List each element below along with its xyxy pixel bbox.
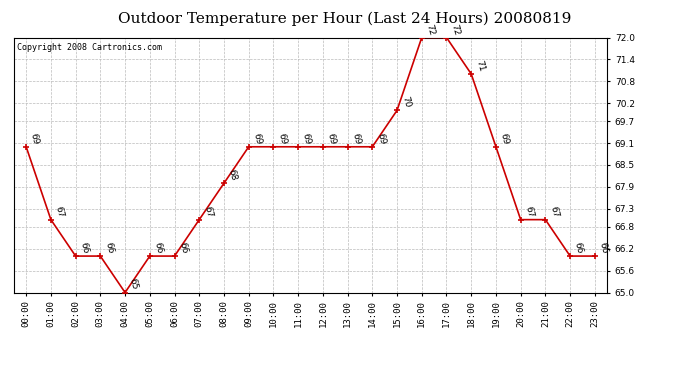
Text: 65: 65 [128,278,139,291]
Text: 66: 66 [598,241,609,255]
Text: 66: 66 [177,241,189,255]
Text: 66: 66 [152,241,164,255]
Text: 69: 69 [276,132,288,146]
Text: 69: 69 [499,132,511,146]
Text: 67: 67 [524,205,535,218]
Text: 69: 69 [29,132,41,146]
Text: 72: 72 [424,23,436,36]
Text: 69: 69 [326,132,337,146]
Text: 69: 69 [251,132,263,146]
Text: 71: 71 [474,59,486,72]
Text: 66: 66 [573,241,584,255]
Text: 70: 70 [400,96,411,109]
Text: 69: 69 [351,132,362,146]
Text: 66: 66 [79,241,90,255]
Text: 72: 72 [449,23,461,36]
Text: Copyright 2008 Cartronics.com: Copyright 2008 Cartronics.com [17,43,161,52]
Text: 69: 69 [301,132,313,146]
Text: 69: 69 [375,132,387,146]
Text: 66: 66 [103,241,115,255]
Text: Outdoor Temperature per Hour (Last 24 Hours) 20080819: Outdoor Temperature per Hour (Last 24 Ho… [118,11,572,26]
Text: 68: 68 [227,168,239,182]
Text: 67: 67 [54,205,66,218]
Text: 67: 67 [548,205,560,218]
Text: 67: 67 [202,205,214,218]
